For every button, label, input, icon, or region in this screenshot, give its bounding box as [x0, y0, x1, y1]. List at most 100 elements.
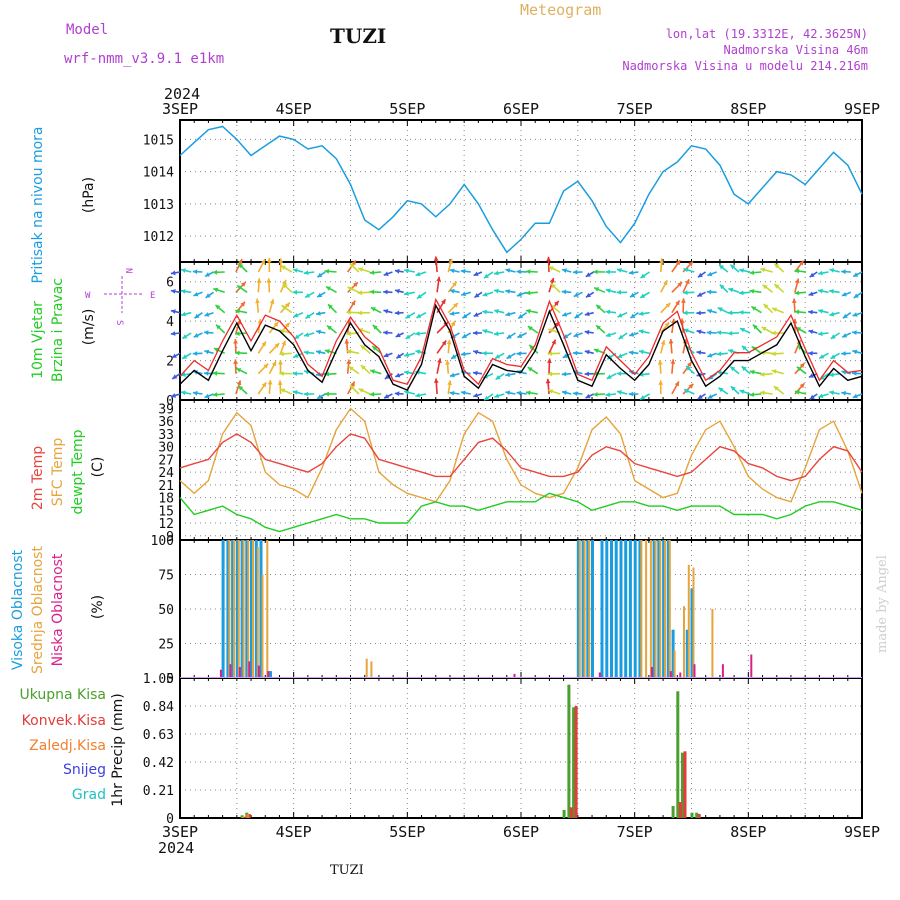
wind-arrow-head: [794, 309, 800, 315]
wind-arrow-head: [617, 390, 622, 395]
compass-north: N: [123, 268, 133, 273]
wind-arrow-head: [525, 390, 531, 396]
wind-arrow-head: [584, 311, 590, 317]
wind-arrow-head: [236, 368, 242, 373]
wind-arrow-head: [170, 289, 176, 294]
wind-arrow-head: [529, 344, 535, 350]
wind-arrow-head: [305, 314, 311, 319]
pressure-unit: (hPa): [81, 177, 97, 213]
y-tick-label: 0.21: [143, 784, 174, 799]
wind-arrow-head: [763, 303, 769, 309]
wind-arrow-head: [516, 390, 522, 396]
wind-arrow-head: [584, 371, 589, 377]
cloud-high-bar: [666, 540, 670, 678]
wind-arrow-head: [303, 270, 309, 276]
wind-arrow-head: [586, 292, 591, 298]
pressure-ylabel: Pritisak na nivou mora: [30, 126, 46, 283]
wind-arrow-head: [328, 304, 333, 310]
y-tick-label: 12: [158, 517, 174, 532]
wind-arrow-head: [293, 353, 299, 358]
wind-unit: (m/s): [81, 309, 97, 346]
wind-arrow-head: [791, 298, 797, 303]
cloud-high-bar: [628, 540, 632, 678]
wind-arrow-head: [462, 333, 468, 338]
cloud-mid-bar: [252, 540, 254, 678]
wind-arrow-head: [171, 393, 176, 398]
wind-arrow-head: [279, 371, 284, 376]
wind-arrow-head: [562, 268, 567, 273]
cloud-low-bar: [257, 665, 260, 678]
wind-arrow-head: [730, 366, 736, 372]
wind-arrow-head: [437, 358, 442, 364]
cloud-high-bar: [231, 540, 235, 678]
wind-arrow-head: [628, 350, 634, 356]
wind-arrow-head: [829, 311, 835, 317]
wind-arrow-head: [384, 394, 390, 399]
precip-conv-bar: [574, 706, 578, 818]
wind-arrow-head: [370, 369, 376, 374]
wind-arrow-head: [696, 329, 702, 335]
wind-arrow-head: [349, 263, 355, 269]
wind-arrow-head: [728, 287, 734, 293]
wind-arrow-head: [675, 300, 680, 306]
wind-arrow-head: [495, 354, 501, 359]
wind-arrow-head: [518, 314, 524, 319]
cloud-mid-bar: [649, 540, 652, 678]
cloud-high-bar: [235, 540, 239, 678]
wind-arrow-head: [505, 268, 511, 273]
wind-arrow-head: [461, 291, 466, 297]
wind-arrow-head: [799, 363, 805, 368]
y-tick-label: 75: [158, 569, 174, 584]
wind-arrow-head: [192, 269, 198, 275]
wind-arrow-head: [383, 330, 388, 336]
wind-arrow-head: [350, 385, 355, 390]
wind-arrow-head: [181, 390, 186, 396]
wind-arrow-head: [269, 299, 275, 304]
wind-arrow-head: [659, 258, 664, 263]
wind-arrow-head: [384, 374, 390, 379]
wind-arrow-head: [404, 291, 409, 296]
cloud-high-bar: [619, 540, 623, 678]
wind-arrow-head: [171, 353, 177, 358]
cloud-low-bar: [598, 672, 601, 678]
wind-arrow-head: [683, 267, 689, 273]
wind-arrow-head: [194, 313, 200, 319]
compass-icon: N S W E: [85, 268, 155, 325]
wind-arrow-head: [665, 302, 671, 308]
wind-arrow-head: [630, 292, 635, 298]
wind-arrow-head: [548, 266, 554, 271]
wind-arrow-head: [205, 293, 211, 298]
sfc-temp-line: [179, 407, 863, 503]
wind-arrow-head: [842, 313, 848, 319]
wind-arrow-head: [853, 293, 859, 298]
cloud-low-bar: [750, 654, 753, 678]
cloud-mid-bar: [256, 546, 259, 678]
wind-arrow-head: [484, 395, 490, 401]
wind-arrow-head: [572, 350, 578, 356]
wind-arrow-head: [698, 272, 703, 278]
cloud-high-bar: [254, 540, 258, 678]
wind-arrow-head: [271, 361, 277, 367]
wind-arrow-head: [717, 307, 723, 312]
cloud-mid-bar: [664, 540, 667, 678]
wind-arrow-head: [697, 394, 703, 399]
wind-arrow-head: [771, 330, 776, 336]
wind-arrow-head: [772, 307, 778, 312]
wind-arrow-head: [170, 270, 176, 276]
wind-arrow-head: [842, 333, 848, 338]
wind-arrow-head: [707, 308, 712, 314]
year-bottom: 2024: [158, 839, 194, 857]
cloud-high-bar: [240, 540, 244, 678]
wind-arrow-head: [761, 327, 767, 332]
wind-arrow-head: [274, 343, 280, 348]
precip-legend-snow: Snijeg: [63, 762, 106, 778]
wind-arrow-head: [327, 325, 332, 331]
y-tick-label: 2: [166, 355, 174, 370]
wind-arrow-head: [663, 280, 668, 286]
wind-arrow-head: [760, 267, 766, 273]
wind-arrow-head: [505, 289, 510, 294]
wind-arrow-head: [675, 260, 681, 266]
cloud-low-bar: [267, 671, 270, 678]
wind-arrow-head: [394, 268, 400, 274]
cloud-high-bar: [576, 540, 580, 678]
